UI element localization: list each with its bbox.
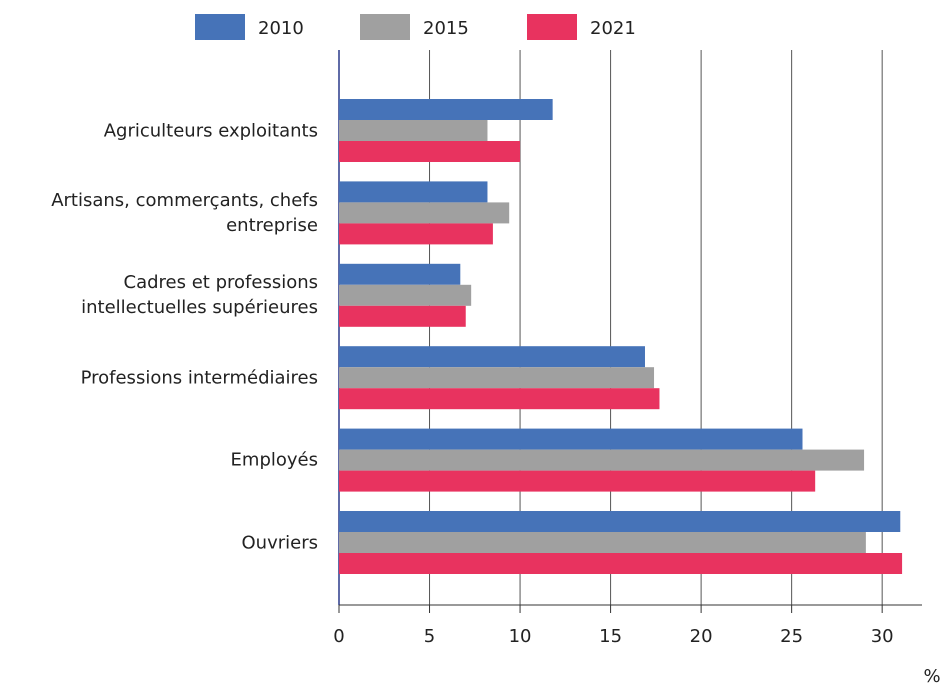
y-tick-label: Professions intermédiaires [80, 367, 318, 389]
bar [339, 346, 645, 368]
legend-swatch [360, 14, 410, 40]
bar [339, 449, 865, 471]
bar [339, 99, 553, 120]
bar [339, 367, 655, 389]
y-tick-label: Ouvriers [241, 532, 318, 553]
bar [339, 263, 461, 285]
bar [339, 428, 803, 450]
bar [339, 532, 866, 553]
bar [339, 470, 816, 492]
x-tick-label: 30 [871, 626, 894, 647]
y-tick-label: Artisans, commerçants, chefs entreprise [51, 189, 318, 236]
bar [339, 223, 493, 245]
bar [339, 141, 521, 162]
bar [339, 511, 901, 532]
x-tick-label: 20 [690, 626, 713, 647]
x-tick-label: 10 [509, 626, 532, 647]
x-tick-label: 25 [780, 626, 803, 647]
x-axis-label: % [923, 666, 940, 687]
x-tick-label: 15 [599, 626, 622, 647]
legend-label: 2021 [590, 18, 636, 39]
y-tick-label: Employés [230, 449, 318, 471]
bar [339, 305, 466, 327]
bar [339, 284, 472, 306]
bar [339, 181, 488, 203]
x-tick-label: 0 [333, 626, 344, 647]
y-tick-label: Cadres et professions intellectuelles su… [81, 272, 318, 319]
x-tick-label: 5 [424, 626, 435, 647]
y-tick-label: Agriculteurs exploitants [103, 120, 318, 141]
bar [339, 388, 660, 410]
bar [339, 553, 903, 574]
legend-swatch [527, 14, 577, 40]
legend-label: 2015 [423, 18, 469, 39]
legend-swatch [195, 14, 245, 40]
legend-label: 2010 [258, 18, 304, 39]
bar [339, 120, 488, 141]
bar [339, 202, 510, 224]
